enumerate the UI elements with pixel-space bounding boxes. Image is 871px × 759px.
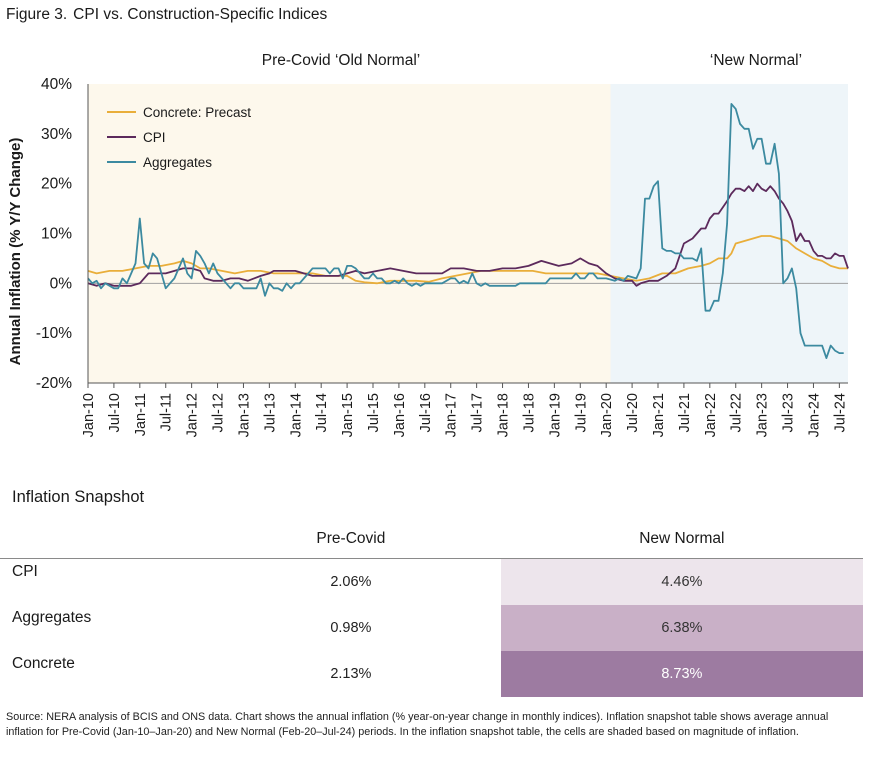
table-header-row: Pre-Covid New Normal (0, 520, 863, 559)
new-normal-value: 4.46% (500, 558, 863, 605)
region-1 (610, 84, 848, 383)
x-tick-label: Jul-22 (729, 393, 745, 433)
x-tick-label: Jul-24 (832, 393, 848, 433)
x-tick-label: Jul-21 (677, 393, 693, 433)
x-tick-label: Jul-14 (314, 393, 330, 433)
y-tick-label: 20% (41, 176, 72, 193)
x-tick-label: Jan-20 (599, 393, 615, 437)
row-label: CPI (12, 563, 38, 580)
y-tick-label: 40% (41, 76, 72, 93)
y-tick-label: -10% (36, 325, 72, 342)
x-tick-label: Jan-24 (806, 393, 822, 437)
pre-covid-value: 2.06% (330, 574, 372, 590)
column-header-new-normal: New Normal (500, 520, 863, 559)
x-tick-label: Jul-16 (418, 393, 434, 433)
figure-name: CPI vs. Construction-Specific Indices (73, 6, 328, 23)
x-tick-label: Jan-21 (651, 393, 667, 437)
x-tick-label: Jul-11 (159, 393, 175, 431)
series-lines (87, 103, 849, 359)
pre-covid-value: 0.98% (330, 620, 372, 636)
figure-number: Figure 3. (6, 6, 68, 23)
x-tick-label: Jan-22 (703, 393, 719, 437)
series-line-cpi (87, 182, 849, 287)
table-row-concrete: Concrete 2.13% 8.73% (0, 651, 863, 697)
series-line-aggregates (87, 103, 844, 359)
table-row-aggregates: Aggregates 0.98% 6.38% (0, 605, 863, 651)
table-header-blank (0, 520, 202, 559)
inflation-snapshot-table: Pre-Covid New Normal CPI 2.06% 4.46% Agg… (0, 520, 863, 697)
row-label: Aggregates (12, 609, 92, 626)
region-label-0: Pre-Covid ‘Old Normal’ (262, 52, 420, 69)
inflation-line-chart: Pre-Covid ‘Old Normal’ ‘New Normal’ -20% -1… (7, 52, 849, 437)
x-tick-label: Jan-14 (288, 393, 304, 437)
chart-labels: Pre-Covid ‘Old Normal’ ‘New Normal’ -20% -1… (7, 52, 848, 437)
period-regions (88, 84, 848, 383)
region-label-1: ‘New Normal’ (710, 52, 802, 69)
column-header-pre-covid: Pre-Covid (201, 520, 501, 559)
x-tick-label: Jan-19 (547, 393, 563, 437)
x-tick-label: Jul-15 (366, 393, 382, 433)
figure-title: Figure 3. CPI vs. Construction-Specific I… (6, 6, 327, 24)
region-0 (88, 84, 611, 383)
snapshot-title: Inflation Snapshot (12, 488, 145, 506)
x-tick-label: Jan-12 (185, 393, 201, 437)
axes (87, 84, 848, 388)
legend-label: Concrete: Precast (143, 105, 251, 120)
y-tick-label: 10% (41, 226, 72, 243)
chart-legend: Concrete: Precast CPI Aggregates (107, 105, 251, 170)
y-tick-label: 30% (41, 126, 72, 143)
x-tick-label: Jan-15 (340, 393, 356, 437)
y-tick-label: -20% (36, 375, 72, 392)
x-tick-label: Jan-13 (236, 393, 252, 437)
new-normal-value: 6.38% (500, 605, 863, 651)
x-tick-label: Jan-11 (133, 393, 149, 436)
new-normal-value: 8.73% (500, 651, 863, 697)
x-tick-label: Jan-18 (496, 393, 512, 437)
x-tick-label: Jan-17 (444, 393, 460, 437)
x-tick-label: Jan-16 (392, 393, 408, 437)
x-tick-label: Jul-12 (211, 393, 227, 433)
x-tick-label: Jul-18 (521, 393, 537, 433)
x-tick-label: Jul-23 (781, 393, 797, 433)
x-tick-label: Jul-19 (573, 393, 589, 433)
row-label: Concrete (12, 655, 75, 672)
x-tick-label: Jul-13 (262, 393, 278, 433)
y-tick-label: 0% (50, 275, 73, 292)
source-note: Source: NERA analysis of BCIS and ONS da… (6, 711, 829, 738)
table-row-cpi: CPI 2.06% 4.46% (0, 558, 863, 605)
x-tick-label: Jul-17 (470, 393, 486, 433)
y-axis-label: Annual Inflation (% Y/Y Change) (7, 138, 24, 366)
x-tick-label: Jul-20 (625, 393, 641, 433)
legend-label: Aggregates (143, 155, 212, 170)
x-tick-label: Jan-23 (755, 393, 771, 437)
pre-covid-value: 2.13% (330, 666, 372, 682)
x-tick-label: Jan-10 (81, 393, 97, 437)
x-tick-label: Jul-10 (107, 393, 123, 433)
legend-label: CPI (143, 130, 166, 145)
